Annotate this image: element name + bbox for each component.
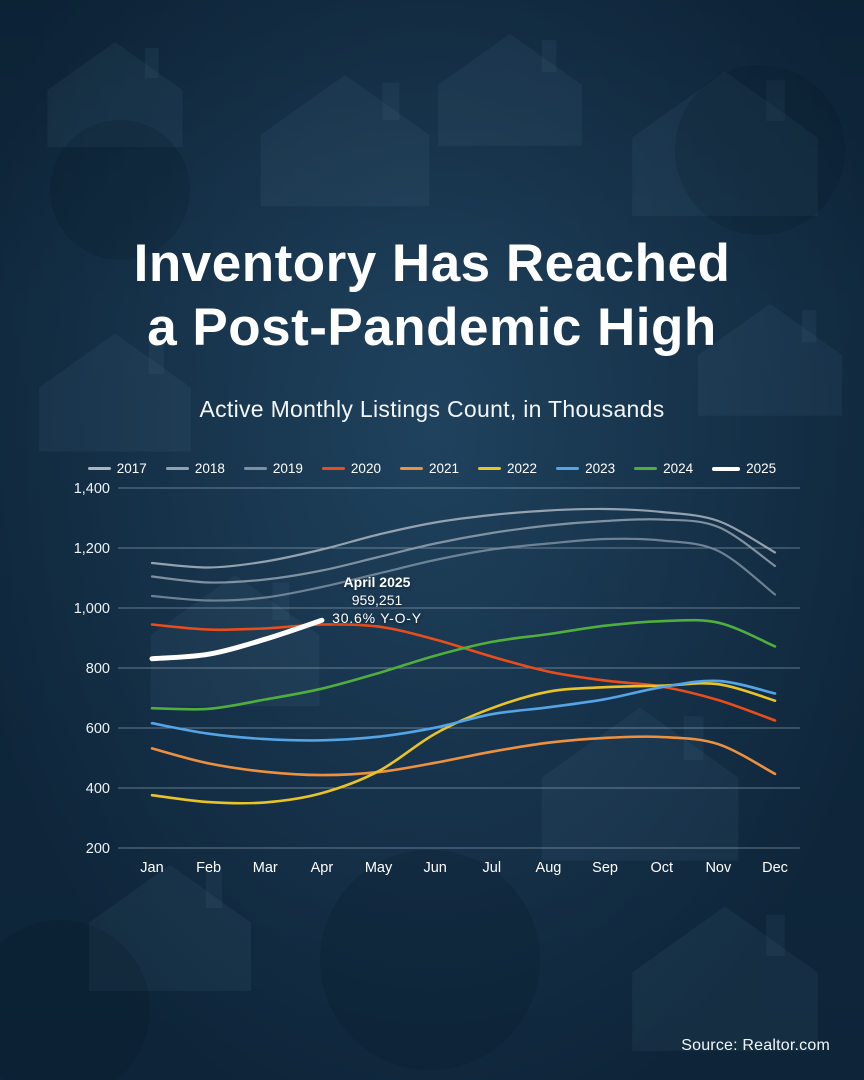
legend-swatch-2017	[87, 467, 111, 470]
x-tick-label-may: May	[365, 860, 393, 876]
series-line-2020	[150, 623, 777, 722]
series-line-2018	[150, 518, 777, 584]
annotation-value: 959,251	[351, 592, 403, 608]
legend-swatch-2021	[399, 467, 423, 470]
x-tick-label-mar: Mar	[253, 860, 278, 876]
source-credit: Source: Realtor.com	[681, 1037, 830, 1054]
legend-swatch-2018	[165, 467, 189, 470]
legend-swatch-2025	[712, 466, 741, 471]
legend-item-2024: 2024	[634, 461, 693, 476]
series-line-2025	[149, 617, 325, 662]
legend-swatch-2024	[634, 467, 658, 470]
chart-legend: 2017 2018 2019 2020 2021 2022 2023 2024 2025	[0, 461, 864, 476]
page-title: Inventory Has Reached a Post-Pandemic Hi…	[0, 232, 864, 360]
legend-label-2018: 2018	[194, 461, 225, 476]
y-tick-label-600: 600	[86, 721, 110, 737]
chart-subtitle: Active Monthly Listings Count, in Thousa…	[199, 396, 665, 422]
legend-item-2018: 2018	[165, 461, 225, 476]
page-title-line2: a Post-Pandemic High	[147, 298, 717, 357]
annotation-title: April 2025	[343, 574, 411, 590]
x-tick-label-jun: Jun	[423, 860, 446, 876]
line-chart-svg: 200 400 600 800 1,000 1,200 1,400 Jan Feb Mar Apr M…	[74, 481, 800, 876]
series-line-2017	[150, 507, 777, 569]
legend-label-2019: 2019	[272, 461, 303, 476]
legend-item-2020: 2020	[321, 461, 381, 476]
legend-label-2017: 2017	[116, 461, 147, 476]
y-tick-label-400: 400	[86, 781, 110, 797]
series-line-2021	[150, 735, 777, 777]
y-tick-label-1000: 1,000	[74, 601, 110, 617]
april-2025-annotation: April 2025 959,251 30.6% Y-O-Y	[318, 573, 436, 627]
x-tick-label-dec: Dec	[762, 860, 788, 876]
legend-label-2023: 2023	[585, 461, 616, 476]
legend-swatch-2019	[243, 467, 267, 470]
legend-item-2023: 2023	[556, 461, 615, 476]
y-tick-label-1200: 1,200	[74, 541, 110, 557]
legend-item-2022: 2022	[478, 461, 537, 476]
legend-label-2021: 2021	[428, 461, 460, 476]
legend-label-2020: 2020	[350, 461, 381, 476]
legend-item-2021: 2021	[399, 461, 460, 476]
x-tick-label-nov: Nov	[705, 860, 732, 876]
line-chart: 200 400 600 800 1,000 1,200 1,400 Jan Feb Mar Apr M…	[0, 480, 864, 890]
series-line-2022	[150, 682, 777, 805]
x-tick-label-feb: Feb	[196, 860, 221, 876]
y-tick-label-800: 800	[86, 661, 110, 677]
page-title-line1: Inventory Has Reached	[133, 234, 731, 293]
legend-label-2025: 2025	[746, 461, 777, 476]
legend-swatch-2023	[556, 467, 580, 470]
x-tick-label-sep: Sep	[592, 860, 618, 876]
x-tick-label-apr: Apr	[311, 860, 334, 876]
legend-item-2019: 2019	[243, 461, 303, 476]
annotation-yoy: 30.6% Y-O-Y	[332, 610, 422, 626]
x-tick-label-aug: Aug	[536, 860, 562, 876]
legend-item-2025: 2025	[712, 461, 776, 476]
legend-swatch-2022	[478, 467, 502, 470]
legend-swatch-2020	[321, 467, 345, 470]
x-tick-label-jul: Jul	[483, 860, 502, 876]
y-tick-label-1400: 1,400	[74, 481, 110, 497]
legend-label-2024: 2024	[663, 461, 694, 476]
series-line-2023	[150, 679, 777, 742]
x-tick-label-oct: Oct	[650, 860, 673, 876]
x-tick-label-jan: Jan	[140, 860, 163, 876]
legend-label-2022: 2022	[507, 461, 538, 476]
series-line-2024	[150, 618, 777, 711]
legend-item-2017: 2017	[87, 461, 147, 476]
y-tick-label-200: 200	[86, 841, 110, 857]
series-line-2019	[150, 537, 777, 602]
